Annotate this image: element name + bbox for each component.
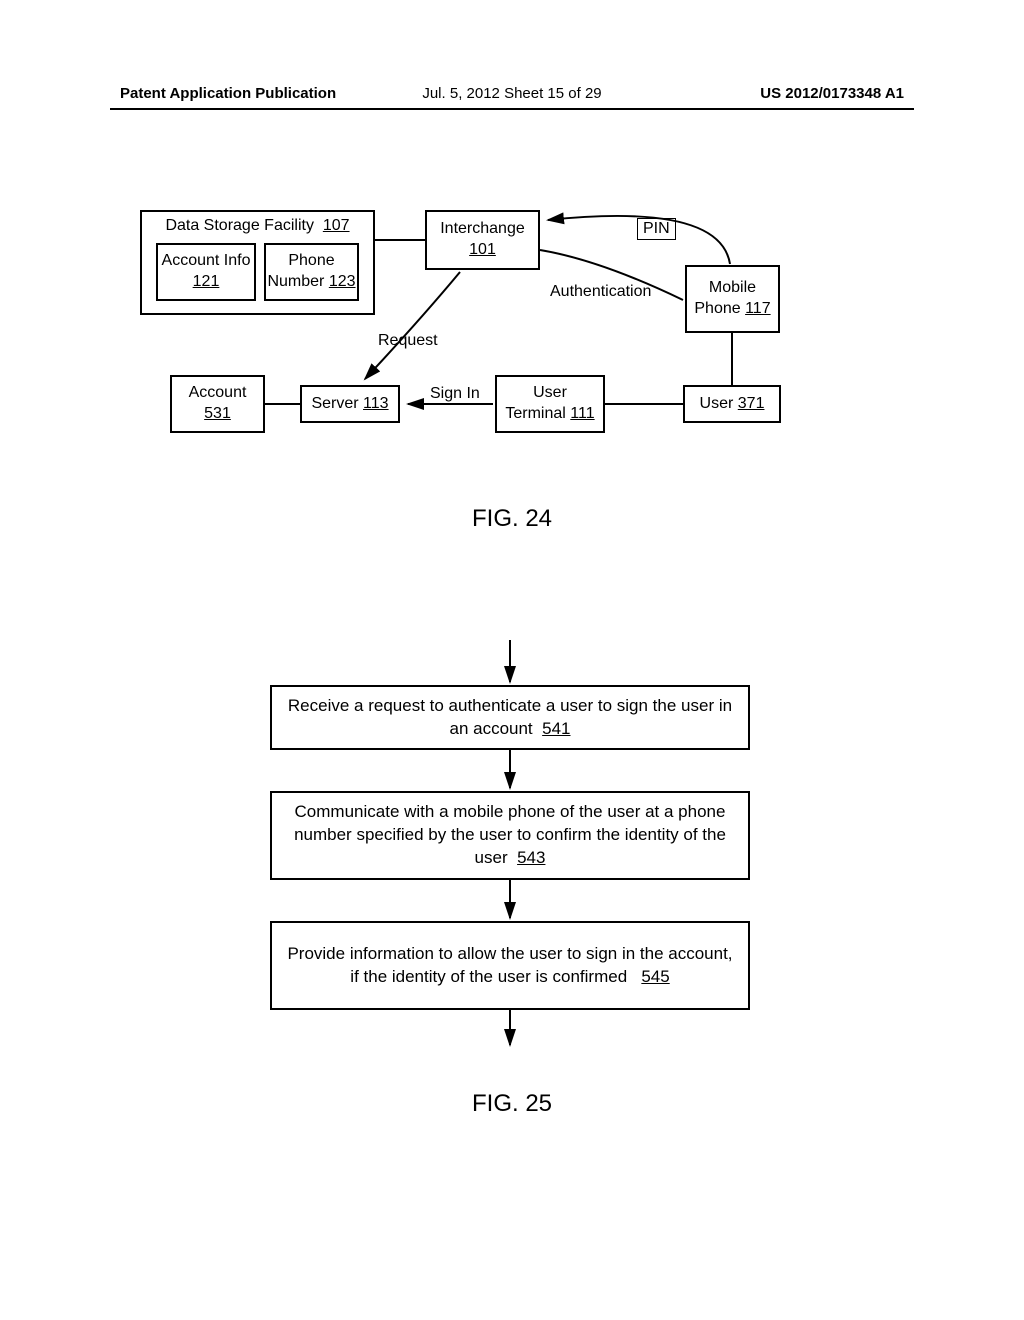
user-terminal-label2: Terminal: [505, 405, 565, 422]
phone-number-label2: Number: [267, 273, 324, 290]
account-box: Account 531: [170, 375, 265, 433]
mobile-phone-label2: Phone: [694, 300, 740, 317]
user-label: User: [700, 395, 734, 412]
page-header: Patent Application Publication Jul. 5, 2…: [0, 85, 1024, 102]
user-terminal-label1: User: [533, 383, 567, 404]
mobile-phone-ref: 117: [745, 300, 771, 317]
header-left: Patent Application Publication: [120, 85, 336, 102]
server-label: Server: [311, 395, 358, 412]
account-ref: 531: [204, 404, 231, 425]
figure-24: Data Storage Facility 107 Account Info 1…: [140, 210, 880, 470]
request-label: Request: [378, 332, 438, 350]
interchange-box: Interchange 101: [425, 210, 540, 270]
account-label: Account: [189, 383, 247, 404]
header-divider: [110, 108, 914, 110]
phone-number-box: Phone Number 123: [264, 243, 359, 301]
authentication-label: Authentication: [550, 283, 651, 301]
flow-step-1: Receive a request to authenticate a user…: [270, 685, 750, 750]
pin-label: PIN: [637, 218, 676, 240]
account-info-box: Account Info 121: [156, 243, 256, 301]
flow-step-2: Communicate with a mobile phone of the u…: [270, 791, 750, 880]
phone-number-label1: Phone: [288, 251, 334, 272]
user-ref: 371: [738, 395, 765, 412]
mobile-phone-label1: Mobile: [709, 278, 756, 299]
user-terminal-box: User Terminal 111: [495, 375, 605, 433]
data-storage-ref: 107: [323, 217, 350, 234]
header-right: US 2012/0173348 A1: [760, 85, 904, 102]
fig24-caption: FIG. 24: [472, 505, 552, 533]
interchange-label: Interchange: [440, 219, 525, 240]
signin-label: Sign In: [430, 385, 480, 403]
data-storage-box: Data Storage Facility 107 Account Info 1…: [140, 210, 375, 315]
header-center: Jul. 5, 2012 Sheet 15 of 29: [422, 85, 601, 102]
step3-ref: 545: [641, 967, 669, 986]
account-info-label: Account Info: [162, 251, 251, 272]
step2-ref: 543: [517, 848, 545, 867]
user-terminal-ref: 111: [570, 405, 594, 422]
step1-ref: 541: [542, 719, 570, 738]
mobile-phone-box: Mobile Phone 117: [685, 265, 780, 333]
flow-step-3: Provide information to allow the user to…: [270, 921, 750, 1010]
step2-text: Communicate with a mobile phone of the u…: [294, 802, 726, 867]
interchange-ref: 101: [469, 240, 496, 261]
server-box: Server 113: [300, 385, 400, 423]
data-storage-label: Data Storage Facility: [165, 217, 314, 234]
step1-text: Receive a request to authenticate a user…: [288, 696, 732, 738]
fig25-caption: FIG. 25: [472, 1090, 552, 1118]
phone-number-ref: 123: [329, 273, 356, 290]
account-info-ref: 121: [193, 272, 220, 293]
user-box: User 371: [683, 385, 781, 423]
server-ref: 113: [363, 395, 389, 412]
